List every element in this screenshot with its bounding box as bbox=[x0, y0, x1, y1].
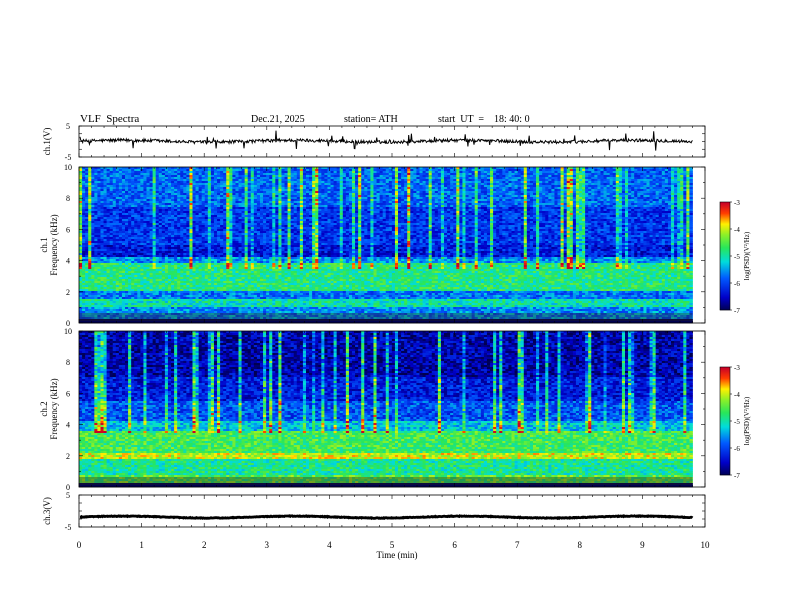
waveform-trace bbox=[80, 131, 693, 151]
y-tick-label: -5 bbox=[65, 153, 72, 162]
spectrogram-cells bbox=[79, 167, 693, 323]
y-tick-label: 5 bbox=[66, 122, 70, 131]
ch1-waveform-panel: 5 -5 ch.1(V) bbox=[42, 122, 705, 162]
y-axis-label: ch.1(V) bbox=[42, 128, 52, 156]
